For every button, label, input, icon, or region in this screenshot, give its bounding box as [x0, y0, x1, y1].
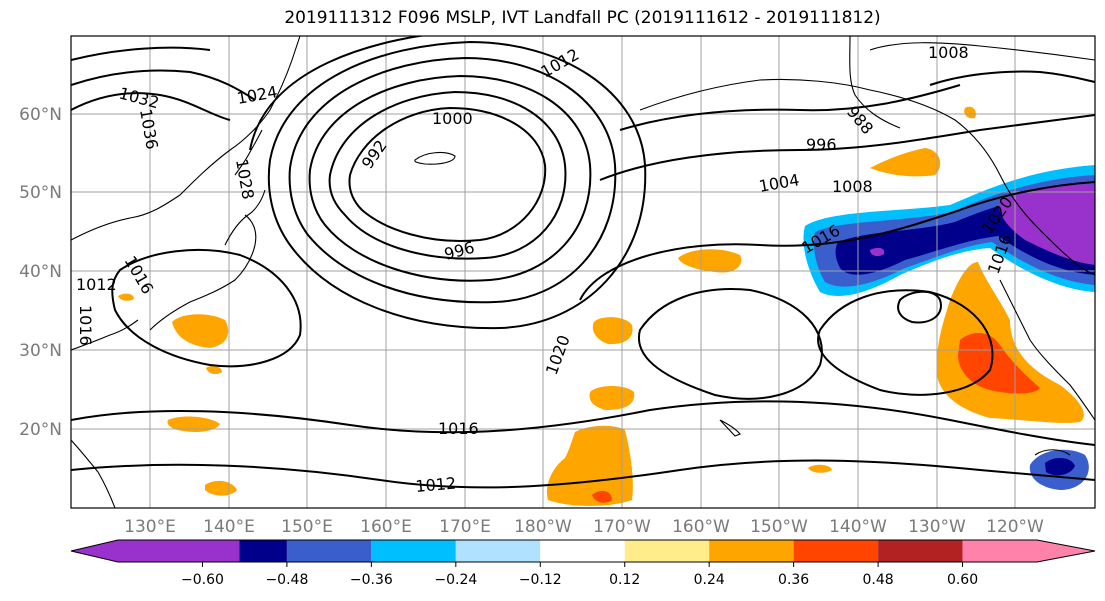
- positive-anomaly-region: [870, 148, 941, 177]
- positive-anomaly-region: [808, 464, 832, 473]
- positive-anomaly-region: [118, 293, 134, 301]
- lon-label: 130°W: [908, 517, 966, 537]
- colorbar-swatch: [793, 540, 879, 562]
- isobar-label: 1008: [928, 43, 969, 62]
- colorbar-swatch: [878, 540, 963, 562]
- colorbar-swatch: [239, 540, 287, 562]
- colorbar-label: −0.60: [181, 572, 224, 588]
- colorbar-label: −0.48: [265, 572, 308, 588]
- lon-label: 160°W: [672, 517, 730, 537]
- isobar-label: 1000: [432, 109, 473, 128]
- colorbar-label: 0.12: [609, 572, 640, 588]
- positive-anomaly-region: [592, 490, 612, 503]
- colorbar-swatch: [709, 540, 794, 562]
- colorbar-label: −0.12: [519, 572, 562, 588]
- positive-anomaly-region: [206, 365, 222, 375]
- gridlines: [71, 36, 1095, 508]
- map-title: 2019111312 F096 MSLP, IVT Landfall PC (2…: [284, 8, 881, 28]
- positive-anomaly-region: [678, 249, 742, 273]
- ivt-shading: [118, 106, 1095, 506]
- lat-label: 40°N: [19, 262, 62, 282]
- latitude-labels: 60°N 50°N 40°N 30°N 20°N: [19, 105, 62, 440]
- positive-anomaly-region: [167, 416, 220, 432]
- positive-anomaly-region: [958, 333, 1040, 394]
- colorbar-swatch: [71, 540, 240, 562]
- lon-label: 160°E: [360, 517, 412, 537]
- isobar-label: 1012: [76, 275, 117, 294]
- negative-anomaly-region: [1045, 457, 1075, 476]
- colorbar-swatch: [962, 540, 1095, 562]
- negative-anomaly-region: [998, 184, 1095, 265]
- isobar-label: 1008: [832, 177, 873, 196]
- negative-anomaly-region: [870, 247, 885, 257]
- lon-label: 180°W: [514, 517, 572, 537]
- colorbar-swatch: [455, 540, 541, 562]
- isobars: [71, 36, 1095, 489]
- colorbar: −0.60 −0.48 −0.36 −0.24 −0.12 0.12 0.24 0.36 0.4…: [70, 539, 1096, 588]
- positive-anomaly-region: [964, 106, 976, 119]
- lat-label: 20°N: [19, 420, 62, 440]
- lon-label: 170°E: [439, 517, 491, 537]
- positive-anomaly-region: [546, 425, 633, 506]
- colorbar-swatch: [540, 540, 625, 562]
- lat-label: 60°N: [19, 105, 62, 125]
- colorbar-label: −0.24: [434, 572, 477, 588]
- map-frame: [70, 35, 1096, 509]
- positive-anomaly-region: [172, 314, 229, 348]
- lat-label: 50°N: [19, 183, 62, 203]
- isobar-label: 1012: [415, 474, 457, 496]
- colorbar-swatch: [286, 540, 372, 562]
- isobar-label: 1016: [76, 305, 95, 346]
- colorbar-label: 0.60: [947, 572, 978, 588]
- positive-anomaly-region: [589, 386, 635, 410]
- isobar-label: 996: [806, 135, 837, 154]
- colorbar-label: 0.36: [778, 572, 809, 588]
- lon-label: 150°W: [750, 517, 808, 537]
- colorbar-label: 0.24: [694, 572, 725, 588]
- colorbar-swatch: [624, 540, 710, 562]
- isobar-label: 1016: [438, 419, 479, 438]
- lon-label: 120°W: [986, 517, 1044, 537]
- map-plot-area: 1008 1012 1024 1032 1036 1028 1000 992 9…: [71, 36, 1095, 508]
- lon-label: 140°W: [829, 517, 887, 537]
- colorbar-label: 0.48: [863, 572, 894, 588]
- lon-label: 130°E: [124, 517, 176, 537]
- positive-anomaly-region: [592, 317, 633, 345]
- colorbar-swatch: [371, 540, 456, 562]
- lon-label: 140°E: [203, 517, 255, 537]
- lat-label: 30°N: [19, 341, 62, 361]
- lon-label: 170°W: [593, 517, 651, 537]
- colorbar-label: −0.36: [350, 572, 393, 588]
- longitude-labels: 130°E 140°E 150°E 160°E 170°E 180°W 170°…: [124, 517, 1044, 537]
- lon-label: 150°E: [281, 517, 333, 537]
- colorbar-outline: [70, 539, 1096, 563]
